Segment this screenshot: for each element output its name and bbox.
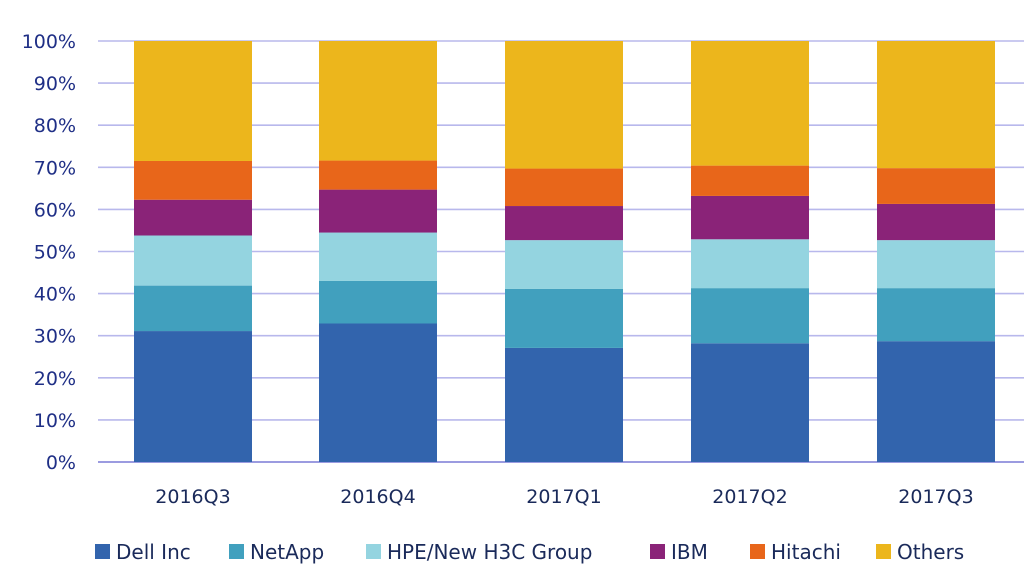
y-tick-label: 90% bbox=[34, 73, 76, 95]
legend: Dell Inc NetApp HPE/New H3C Group IBM Hitach… bbox=[95, 540, 964, 564]
bar-segment-ibm-2017q1 bbox=[505, 206, 623, 241]
legend-label: Dell Inc bbox=[116, 540, 191, 564]
bar-segment-hpe-new-h3c-group-2017q2 bbox=[691, 239, 809, 289]
bar-segment-netapp-2017q3 bbox=[877, 288, 995, 342]
legend-label: HPE/New H3C Group bbox=[387, 540, 592, 564]
legend-label: Hitachi bbox=[771, 540, 841, 564]
bar-segment-hitachi-2017q2 bbox=[691, 165, 809, 196]
x-category-label: 2016Q3 bbox=[155, 486, 230, 508]
legend-swatch bbox=[650, 544, 665, 559]
bar-segment-hitachi-2016q3 bbox=[134, 160, 252, 200]
bar-segment-others-2017q1 bbox=[505, 41, 623, 169]
y-tick-label: 60% bbox=[34, 199, 76, 221]
y-tick-label: 100% bbox=[22, 31, 76, 53]
bar-segment-dell-inc-2016q4 bbox=[319, 323, 437, 462]
bars bbox=[134, 41, 995, 462]
bar-segment-others-2016q3 bbox=[134, 41, 252, 161]
bar-segment-ibm-2016q3 bbox=[134, 199, 252, 236]
bar-segment-dell-inc-2017q2 bbox=[691, 343, 809, 462]
y-tick-label: 80% bbox=[34, 115, 76, 137]
x-category-label: 2016Q4 bbox=[340, 486, 415, 508]
bar-segment-dell-inc-2017q1 bbox=[505, 347, 623, 462]
bar-segment-netapp-2016q4 bbox=[319, 280, 437, 324]
bar-segment-others-2016q4 bbox=[319, 41, 437, 161]
x-category-label: 2017Q3 bbox=[898, 486, 973, 508]
bar-segment-hpe-new-h3c-group-2017q3 bbox=[877, 240, 995, 289]
x-axis-category-labels: 2016Q3 2016Q4 2017Q1 2017Q2 2017Q3 bbox=[155, 486, 973, 508]
bar-segment-hitachi-2017q3 bbox=[877, 168, 995, 204]
bar-segment-hpe-new-h3c-group-2016q3 bbox=[134, 235, 252, 286]
bar-segment-others-2017q3 bbox=[877, 41, 995, 169]
bar-segment-dell-inc-2017q3 bbox=[877, 341, 995, 462]
legend-swatch bbox=[750, 544, 765, 559]
y-tick-label: 30% bbox=[34, 326, 76, 348]
bar-segment-ibm-2017q2 bbox=[691, 195, 809, 240]
bar-segment-ibm-2017q3 bbox=[877, 203, 995, 241]
bar-segment-others-2017q2 bbox=[691, 41, 809, 166]
x-category-label: 2017Q1 bbox=[526, 486, 601, 508]
bar-segment-netapp-2017q1 bbox=[505, 288, 623, 348]
legend-swatch bbox=[95, 544, 110, 559]
x-category-label: 2017Q2 bbox=[712, 486, 787, 508]
legend-label: Others bbox=[897, 540, 964, 564]
legend-label: IBM bbox=[671, 540, 708, 564]
y-axis-tick-labels: 0% 10% 20% 30% 40% 50% 60% 70% 80% 90% 100% bbox=[22, 31, 76, 474]
legend-swatch bbox=[366, 544, 381, 559]
bar-segment-hitachi-2016q4 bbox=[319, 160, 437, 190]
y-tick-label: 50% bbox=[34, 242, 76, 264]
bar-segment-hitachi-2017q1 bbox=[505, 168, 623, 207]
legend-swatch bbox=[876, 544, 891, 559]
y-tick-label: 10% bbox=[34, 410, 76, 432]
y-tick-label: 20% bbox=[34, 368, 76, 390]
legend-label: NetApp bbox=[250, 540, 324, 564]
y-tick-label: 70% bbox=[34, 157, 76, 179]
bar-segment-hpe-new-h3c-group-2017q1 bbox=[505, 240, 623, 289]
y-tick-label: 40% bbox=[34, 284, 76, 306]
bar-segment-hpe-new-h3c-group-2016q4 bbox=[319, 232, 437, 281]
y-tick-label: 0% bbox=[46, 452, 76, 474]
legend-swatch bbox=[229, 544, 244, 559]
bar-segment-dell-inc-2016q3 bbox=[134, 331, 252, 462]
bar-segment-netapp-2017q2 bbox=[691, 288, 809, 344]
bar-segment-ibm-2016q4 bbox=[319, 189, 437, 233]
bar-segment-netapp-2016q3 bbox=[134, 285, 252, 332]
